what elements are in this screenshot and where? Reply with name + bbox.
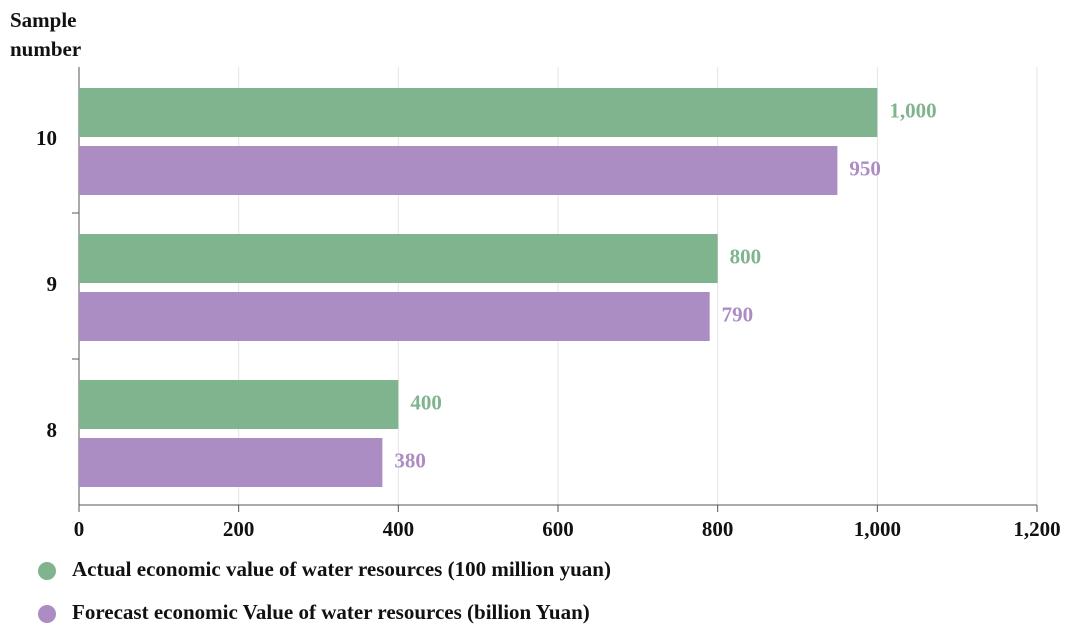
value-label: 1,000 [889,98,936,122]
y-tick-label: 10 [36,126,57,150]
x-tick-label: 600 [542,517,574,541]
x-tick-label: 400 [383,517,415,541]
legend-marker [38,605,56,623]
bar [79,146,838,195]
y-tick-label: 9 [47,272,58,296]
x-tick-label: 1,200 [1013,517,1060,541]
value-label: 800 [730,244,762,268]
legend-label: Actual economic value of water resources… [72,557,611,581]
bar [79,292,710,341]
value-label: 790 [722,302,754,326]
value-label: 380 [394,448,426,472]
x-tick-label: 0 [74,517,85,541]
value-label: 400 [410,390,442,414]
y-tick-label: 8 [47,418,58,442]
y-axis-title: Sample number [10,8,82,61]
x-tick-label: 800 [702,517,734,541]
x-tick-label: 200 [223,517,255,541]
value-label: 950 [849,156,881,180]
legend-marker [38,562,56,580]
x-tick-label: 1,000 [854,517,901,541]
bar [79,88,878,137]
bar [79,380,399,429]
legend-label: Forecast economic Value of water resourc… [72,600,590,624]
bar [79,234,718,283]
bar [79,438,383,487]
